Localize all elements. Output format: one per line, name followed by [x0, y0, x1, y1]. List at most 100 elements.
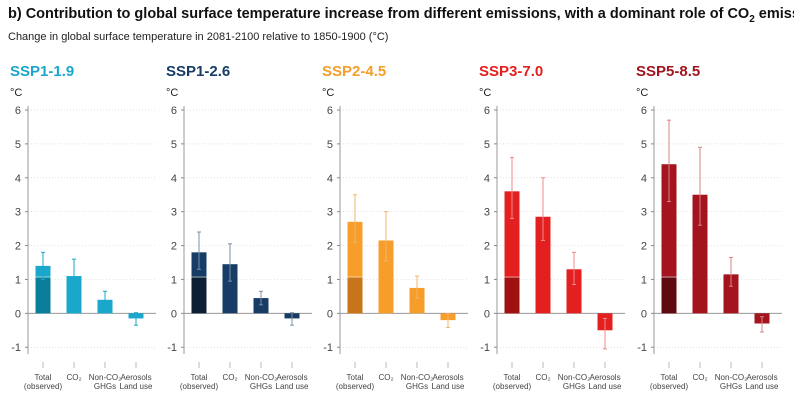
y-tick-label: 1 [641, 274, 647, 286]
y-tick-label: 6 [484, 105, 490, 117]
bar [378, 240, 394, 314]
y-tick-label: 2 [15, 241, 21, 253]
panel-ssp2-4-5: SSP2-4.5 °C -1 0 1 2 3 4 5 6 Total(observed)CO₂ Non… [322, 63, 468, 391]
y-tick-label: 3 [641, 207, 647, 219]
y-unit-label: °C [10, 87, 22, 99]
y-tick-label: 2 [171, 241, 177, 253]
y-tick-label: 0 [641, 308, 647, 320]
y-tick-label: 0 [327, 308, 333, 320]
y-tick-label: 0 [15, 308, 21, 320]
panel-title: SSP3-7.0 [479, 63, 543, 80]
title-suffix: emissions [758, 6, 794, 22]
y-tick-label: 5 [327, 139, 333, 151]
y-tick-label: -1 [167, 342, 177, 354]
x-tick-label: GHGs [406, 382, 428, 391]
y-unit-label: °C [322, 87, 334, 99]
x-tick-label: (observed) [493, 382, 532, 391]
x-tick-label: Non-CO₂ [558, 373, 590, 382]
x-tick-label: (observed) [336, 382, 375, 391]
panel-title: SSP1-1.9 [10, 63, 74, 80]
title-subscript: 2 [749, 13, 755, 25]
bar-observed-portion [35, 277, 51, 314]
x-tick-label: Land use [120, 382, 153, 391]
x-tick-label: CO₂ [222, 373, 237, 382]
x-tick-label: GHGs [94, 382, 116, 391]
x-tick-label: Land use [589, 382, 622, 391]
y-tick-label: 3 [15, 207, 21, 219]
panel-title: SSP1-2.6 [166, 63, 230, 80]
bar-observed-portion [504, 277, 520, 314]
x-tick-label: GHGs [720, 382, 742, 391]
x-tick-label: CO₂ [692, 373, 707, 382]
bar [66, 276, 82, 314]
bar-observed-portion [661, 277, 677, 314]
bar-observed-portion [347, 277, 363, 314]
x-tick-label: Aerosols [432, 373, 463, 382]
y-tick-label: 3 [327, 207, 333, 219]
x-tick-label: GHGs [563, 382, 585, 391]
x-tick-label: (observed) [650, 382, 689, 391]
bar [566, 269, 582, 314]
x-tick-label: Non-CO₂ [401, 373, 433, 382]
y-tick-label: 4 [641, 173, 647, 185]
bar [661, 164, 677, 314]
y-tick-label: 2 [641, 241, 647, 253]
y-tick-label: 1 [484, 274, 490, 286]
y-tick-label: 6 [15, 105, 21, 117]
x-tick-label: Non-CO₂ [715, 373, 747, 382]
figure-title: b) Contribution to global surface temper… [8, 6, 794, 25]
x-tick-label: (observed) [24, 382, 63, 391]
x-tick-label: CO₂ [66, 373, 81, 382]
y-tick-label: -1 [637, 342, 647, 354]
y-tick-label: 3 [171, 207, 177, 219]
y-tick-label: 2 [327, 241, 333, 253]
x-tick-label: Non-CO₂ [245, 373, 277, 382]
panel-ssp1-1-9: SSP1-1.9 °C -1 0 1 2 3 4 5 6 Total(observed)CO₂ Non… [10, 63, 156, 391]
y-tick-label: 1 [15, 274, 21, 286]
y-tick-label: 5 [171, 139, 177, 151]
y-tick-label: 0 [171, 308, 177, 320]
x-tick-label: Non-CO₂ [89, 373, 121, 382]
bar [222, 264, 238, 314]
y-tick-label: 4 [15, 173, 21, 185]
x-tick-label: Aerosols [746, 373, 777, 382]
figure-subtitle: Change in global surface temperature in … [8, 31, 389, 43]
panel-title: SSP5-8.5 [636, 63, 700, 80]
y-tick-label: -1 [480, 342, 490, 354]
bar [253, 298, 269, 314]
panel-ssp1-2-6: SSP1-2.6 °C -1 0 1 2 3 4 5 6 Total(observed)CO₂ Non… [166, 63, 312, 391]
bar [409, 287, 425, 314]
x-tick-label: Land use [746, 382, 779, 391]
x-tick-label: Total [661, 373, 678, 382]
y-tick-label: 2 [484, 241, 490, 253]
x-tick-label: Aerosols [276, 373, 307, 382]
y-tick-label: 5 [641, 139, 647, 151]
x-tick-label: CO₂ [535, 373, 550, 382]
x-tick-label: Aerosols [120, 373, 151, 382]
y-tick-label: 1 [171, 274, 177, 286]
title-text: b) Contribution to global surface temper… [8, 6, 750, 22]
y-tick-label: -1 [323, 342, 333, 354]
bar-observed-portion [191, 277, 207, 314]
panel-title: SSP2-4.5 [322, 63, 386, 80]
x-tick-label: GHGs [250, 382, 272, 391]
x-tick-label: Total [347, 373, 364, 382]
bar [723, 274, 739, 314]
x-tick-label: Aerosols [589, 373, 620, 382]
y-unit-label: °C [479, 87, 491, 99]
y-tick-label: 4 [327, 173, 333, 185]
x-tick-label: Land use [432, 382, 465, 391]
x-tick-label: Total [504, 373, 521, 382]
x-tick-label: Total [35, 373, 52, 382]
y-tick-label: 3 [484, 207, 490, 219]
y-tick-label: 5 [484, 139, 490, 151]
y-tick-label: 6 [327, 105, 333, 117]
bar [692, 194, 708, 314]
y-tick-label: 6 [641, 105, 647, 117]
y-tick-label: 4 [171, 173, 177, 185]
y-tick-label: 5 [15, 139, 21, 151]
y-tick-label: 4 [484, 173, 490, 185]
x-tick-label: (observed) [180, 382, 219, 391]
y-unit-label: °C [636, 87, 648, 99]
x-tick-label: CO₂ [378, 373, 393, 382]
